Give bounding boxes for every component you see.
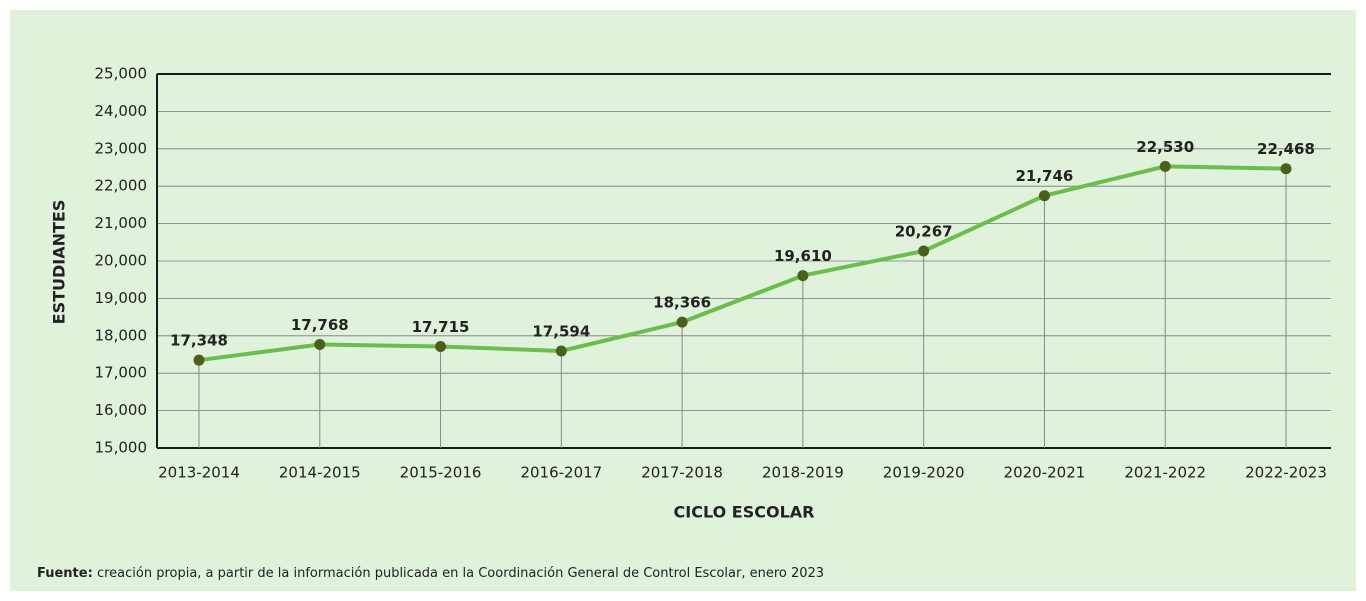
data-label: 17,715 [412,318,470,336]
data-label: 17,594 [532,322,590,340]
source-label: Fuente: [37,566,93,581]
background [10,10,1356,591]
y-axis-label: ESTUDIANTES [50,200,69,325]
point [1280,163,1292,175]
point [314,338,326,350]
data-label: 20,267 [895,223,953,241]
x-tick-label: 2017-2018 [641,464,723,482]
data-label: 21,746 [1015,167,1073,185]
x-tick-label: 2021-2022 [1124,464,1206,482]
x-tick-label: 2013-2014 [158,464,240,482]
point [1038,190,1050,202]
point [676,316,688,328]
data-label: 17,348 [170,332,228,350]
y-tick-label: 16,000 [95,401,148,419]
y-tick-label: 19,000 [95,289,148,307]
y-tick-label: 25,000 [95,65,148,83]
point [797,270,809,282]
data-label: 18,366 [653,294,711,312]
x-tick-label: 2020-2021 [1004,464,1086,482]
series-line [198,164,1287,363]
point [555,345,567,357]
x-tick-label: 2015-2016 [400,464,482,482]
y-tick-label: 21,000 [95,214,148,232]
point [918,245,930,257]
point [193,354,205,366]
y-tick-label: 24,000 [95,102,148,120]
y-tick-label: 15,000 [95,439,148,457]
x-axis-label: CICLO ESCOLAR [674,503,815,522]
x-tick-label: 2014-2015 [279,464,361,482]
x-tick-label: 2022-2023 [1245,464,1327,482]
data-label: 22,468 [1257,140,1315,158]
point [435,340,447,352]
x-tick-label: 2018-2019 [762,464,844,482]
y-tick-label: 20,000 [95,252,148,270]
x-tick-label: 2019-2020 [883,464,965,482]
point [1159,160,1171,172]
data-label: 19,610 [774,247,832,265]
y-tick-label: 17,000 [95,364,148,382]
x-tick-label: 2016-2017 [520,464,602,482]
y-tick-label: 23,000 [95,139,148,157]
y-tick-label: 18,000 [95,326,148,344]
source-text: creación propia, a partir de la informac… [97,566,824,581]
data-label: 22,530 [1136,138,1194,156]
y-tick-label: 22,000 [95,177,148,195]
source-note: Fuente: creación propia, a partir de la … [37,566,824,581]
data-label: 17,768 [291,316,349,334]
